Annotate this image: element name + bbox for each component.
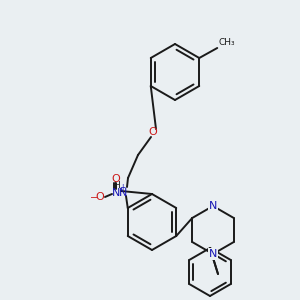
Text: O: O (148, 127, 158, 137)
Text: H: H (112, 181, 119, 190)
Text: N: N (209, 201, 217, 211)
Text: N: N (119, 188, 127, 198)
Text: O: O (96, 192, 104, 202)
Text: −: − (90, 193, 98, 203)
Text: +: + (119, 182, 125, 191)
Text: N: N (112, 188, 120, 198)
Text: N: N (209, 249, 217, 259)
Text: CH₃: CH₃ (218, 38, 235, 47)
Text: O: O (112, 174, 120, 184)
